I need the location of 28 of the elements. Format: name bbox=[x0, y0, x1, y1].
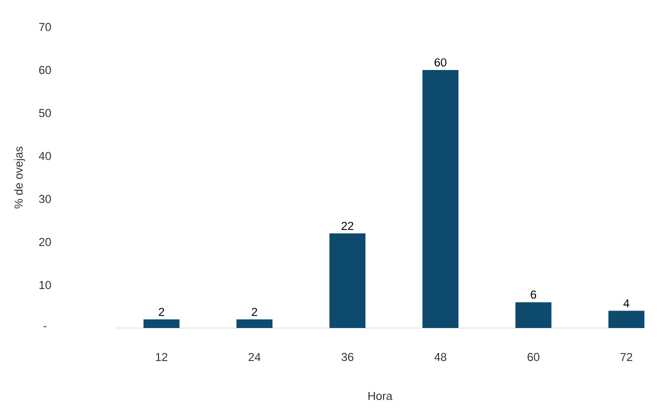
y-tick-label: 30 bbox=[39, 194, 51, 204]
data-label: 2 bbox=[252, 308, 258, 316]
x-tick-label: 36 bbox=[342, 352, 354, 362]
data-label: 6 bbox=[530, 290, 536, 299]
y-tick-label: - bbox=[44, 326, 46, 328]
bar bbox=[515, 302, 552, 328]
x-tick-label: 48 bbox=[434, 352, 446, 362]
y-axis-title: % de ovejas bbox=[14, 146, 25, 208]
bar bbox=[236, 319, 272, 328]
y-tick-label: 50 bbox=[39, 108, 51, 118]
y-tick-label: 70 bbox=[39, 22, 51, 32]
y-tick-label: 20 bbox=[39, 238, 51, 246]
data-label: 60 bbox=[434, 58, 446, 66]
bar bbox=[143, 319, 180, 328]
x-tick-label: 60 bbox=[528, 352, 540, 362]
data-label: 2 bbox=[158, 308, 164, 316]
y-tick-label: 10 bbox=[39, 280, 51, 290]
data-label: 4 bbox=[623, 299, 630, 308]
bar bbox=[422, 70, 458, 328]
y-tick-label: 60 bbox=[39, 66, 51, 74]
x-tick-label: 24 bbox=[248, 352, 261, 362]
x-axis-title: Hora bbox=[368, 392, 392, 400]
y-tick-label: 40 bbox=[38, 152, 51, 160]
bar bbox=[329, 233, 366, 328]
x-tick-label: 12 bbox=[156, 352, 168, 362]
bar bbox=[608, 310, 644, 328]
data-label: 22 bbox=[342, 222, 354, 230]
x-tick-label: 72 bbox=[620, 352, 632, 362]
